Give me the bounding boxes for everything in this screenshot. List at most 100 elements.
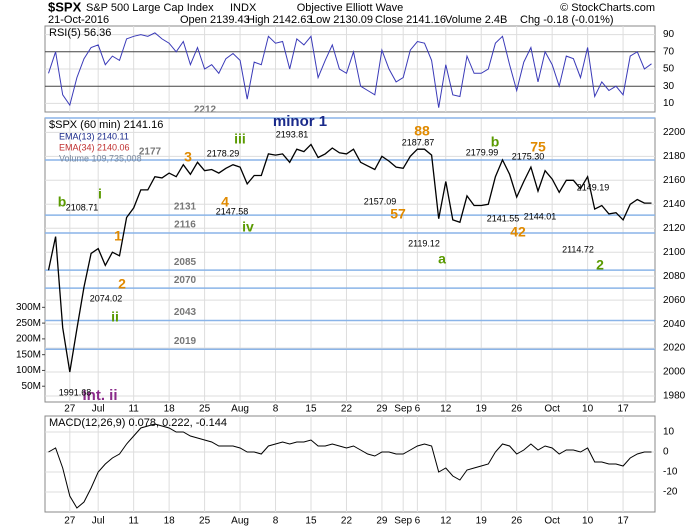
y-tick-label: 2080: [663, 271, 686, 282]
annotation: 2149.19: [577, 182, 610, 192]
legend-entry: Volume 109,735,008: [59, 153, 142, 163]
stat: Volume 2.4B: [445, 14, 507, 26]
y-tick-label: -10: [663, 467, 678, 478]
annotation: 2187.87: [402, 137, 435, 147]
annotation: ii: [111, 309, 119, 325]
level-label: 2085: [174, 257, 197, 268]
y-tick-label: 2120: [663, 223, 686, 234]
y-tick-label: -20: [663, 487, 678, 498]
x-tick-label: 10: [582, 404, 594, 415]
x-tick-label: Oct: [544, 404, 560, 415]
annotation: 2141.55: [487, 213, 520, 223]
y-tick-label: 90: [663, 29, 675, 40]
stat: Chg -0.18 (-0.01%): [520, 14, 614, 26]
symbol: $SPX: [48, 0, 82, 14]
annotation: a: [438, 251, 446, 267]
index-name: S&P 500 Large Cap Index: [86, 2, 214, 14]
annotation: 42: [510, 224, 526, 240]
stat: Open 2139.43: [180, 14, 250, 26]
x-tick-label: 17: [618, 404, 630, 415]
x-tick-label: 26: [511, 404, 523, 415]
annotation: 2193.81: [276, 129, 309, 139]
legend-entry: EMA(34) 2140.06: [59, 142, 130, 152]
center-title: Objective Elliott Wave: [297, 2, 404, 14]
annotation: 3: [184, 149, 192, 165]
x-tick-label: 29: [376, 516, 388, 527]
x-tick-label: 10: [582, 516, 594, 527]
annotation: 2: [118, 276, 126, 292]
level-label: 2212: [194, 105, 217, 116]
annotation: 57: [390, 206, 406, 222]
annotation: Int. ii: [83, 387, 118, 404]
level-label: 2043: [174, 307, 197, 318]
volume-tick-label: 100M: [16, 365, 41, 376]
annotation: 2147.58: [216, 206, 249, 216]
level-label: 2131: [174, 202, 197, 213]
panel: [44, 415, 656, 513]
y-tick-label: 0: [663, 447, 669, 458]
stat: Low 2130.09: [310, 14, 373, 26]
x-tick-label: 29: [376, 404, 388, 415]
volume-tick-label: 250M: [16, 318, 41, 329]
y-tick-label: 2060: [663, 295, 686, 306]
y-tick-label: 30: [663, 81, 675, 92]
annotation: iv: [242, 219, 254, 235]
level-label: 2177: [139, 147, 162, 158]
x-tick-label: 12: [440, 516, 452, 527]
x-tick-label: Sep: [394, 404, 412, 415]
y-tick-label: 2160: [663, 175, 686, 186]
y-tick-label: 10: [663, 427, 675, 438]
x-tick-label: 19: [476, 404, 488, 415]
x-tick-label: Aug: [231, 404, 249, 415]
annotation: i: [98, 186, 102, 202]
annotation: 2: [596, 257, 604, 273]
x-tick-label: 18: [164, 404, 176, 415]
x-tick-label: 19: [476, 516, 488, 527]
x-tick-label: 27: [64, 516, 76, 527]
x-tick-label: 25: [199, 516, 211, 527]
x-tick-label: 12: [440, 404, 452, 415]
annotation: 4: [221, 194, 229, 210]
y-tick-label: 50: [663, 64, 675, 75]
annotation: 2144.01: [524, 211, 557, 221]
y-tick-label: 2000: [663, 367, 686, 378]
level-label: 2019: [174, 336, 197, 347]
annotation: 2114.72: [562, 244, 594, 254]
stat: Close 2141.16: [375, 14, 446, 26]
x-tick-label: Oct: [544, 516, 560, 527]
annotation: 2157.09: [364, 196, 397, 206]
x-tick-label: 27: [64, 404, 76, 415]
x-tick-label: 8: [273, 516, 279, 527]
x-tick-label: 17: [618, 516, 630, 527]
exchange: INDX: [230, 2, 257, 14]
volume-tick-label: 300M: [16, 302, 41, 313]
stat: High 2142.63: [247, 14, 312, 26]
annotation: 1991.68: [59, 387, 92, 397]
x-tick-label: 18: [164, 516, 176, 527]
x-tick-label: 6: [415, 404, 421, 415]
panel-title: RSI(5) 56.36: [49, 27, 111, 39]
volume-tick-label: 150M: [16, 349, 41, 360]
y-tick-label: 2040: [663, 319, 686, 330]
x-tick-label: 25: [199, 404, 211, 415]
annotation: 2178.29: [207, 148, 240, 158]
x-tick-label: 15: [305, 404, 317, 415]
x-tick-label: Sep: [394, 516, 412, 527]
y-tick-label: 2100: [663, 247, 686, 258]
annotation: iii: [234, 131, 246, 147]
credit: © StockCharts.com: [560, 2, 655, 14]
x-tick-label: 15: [305, 516, 317, 527]
x-tick-label: 8: [273, 404, 279, 415]
panel-title: $SPX (60 min) 2141.16: [49, 119, 163, 131]
annotation: 2119.12: [408, 238, 440, 248]
x-tick-label: Jul: [92, 404, 105, 415]
series-line: [48, 32, 652, 108]
annotation: 75: [530, 139, 546, 155]
y-tick-label: 2200: [663, 127, 686, 138]
annotation: 88: [414, 123, 430, 139]
volume-tick-label: 50M: [22, 381, 41, 392]
y-tick-label: 2180: [663, 151, 686, 162]
panel-title: MACD(12,26,9) 0.078, 0.222, -0.144: [49, 417, 227, 429]
